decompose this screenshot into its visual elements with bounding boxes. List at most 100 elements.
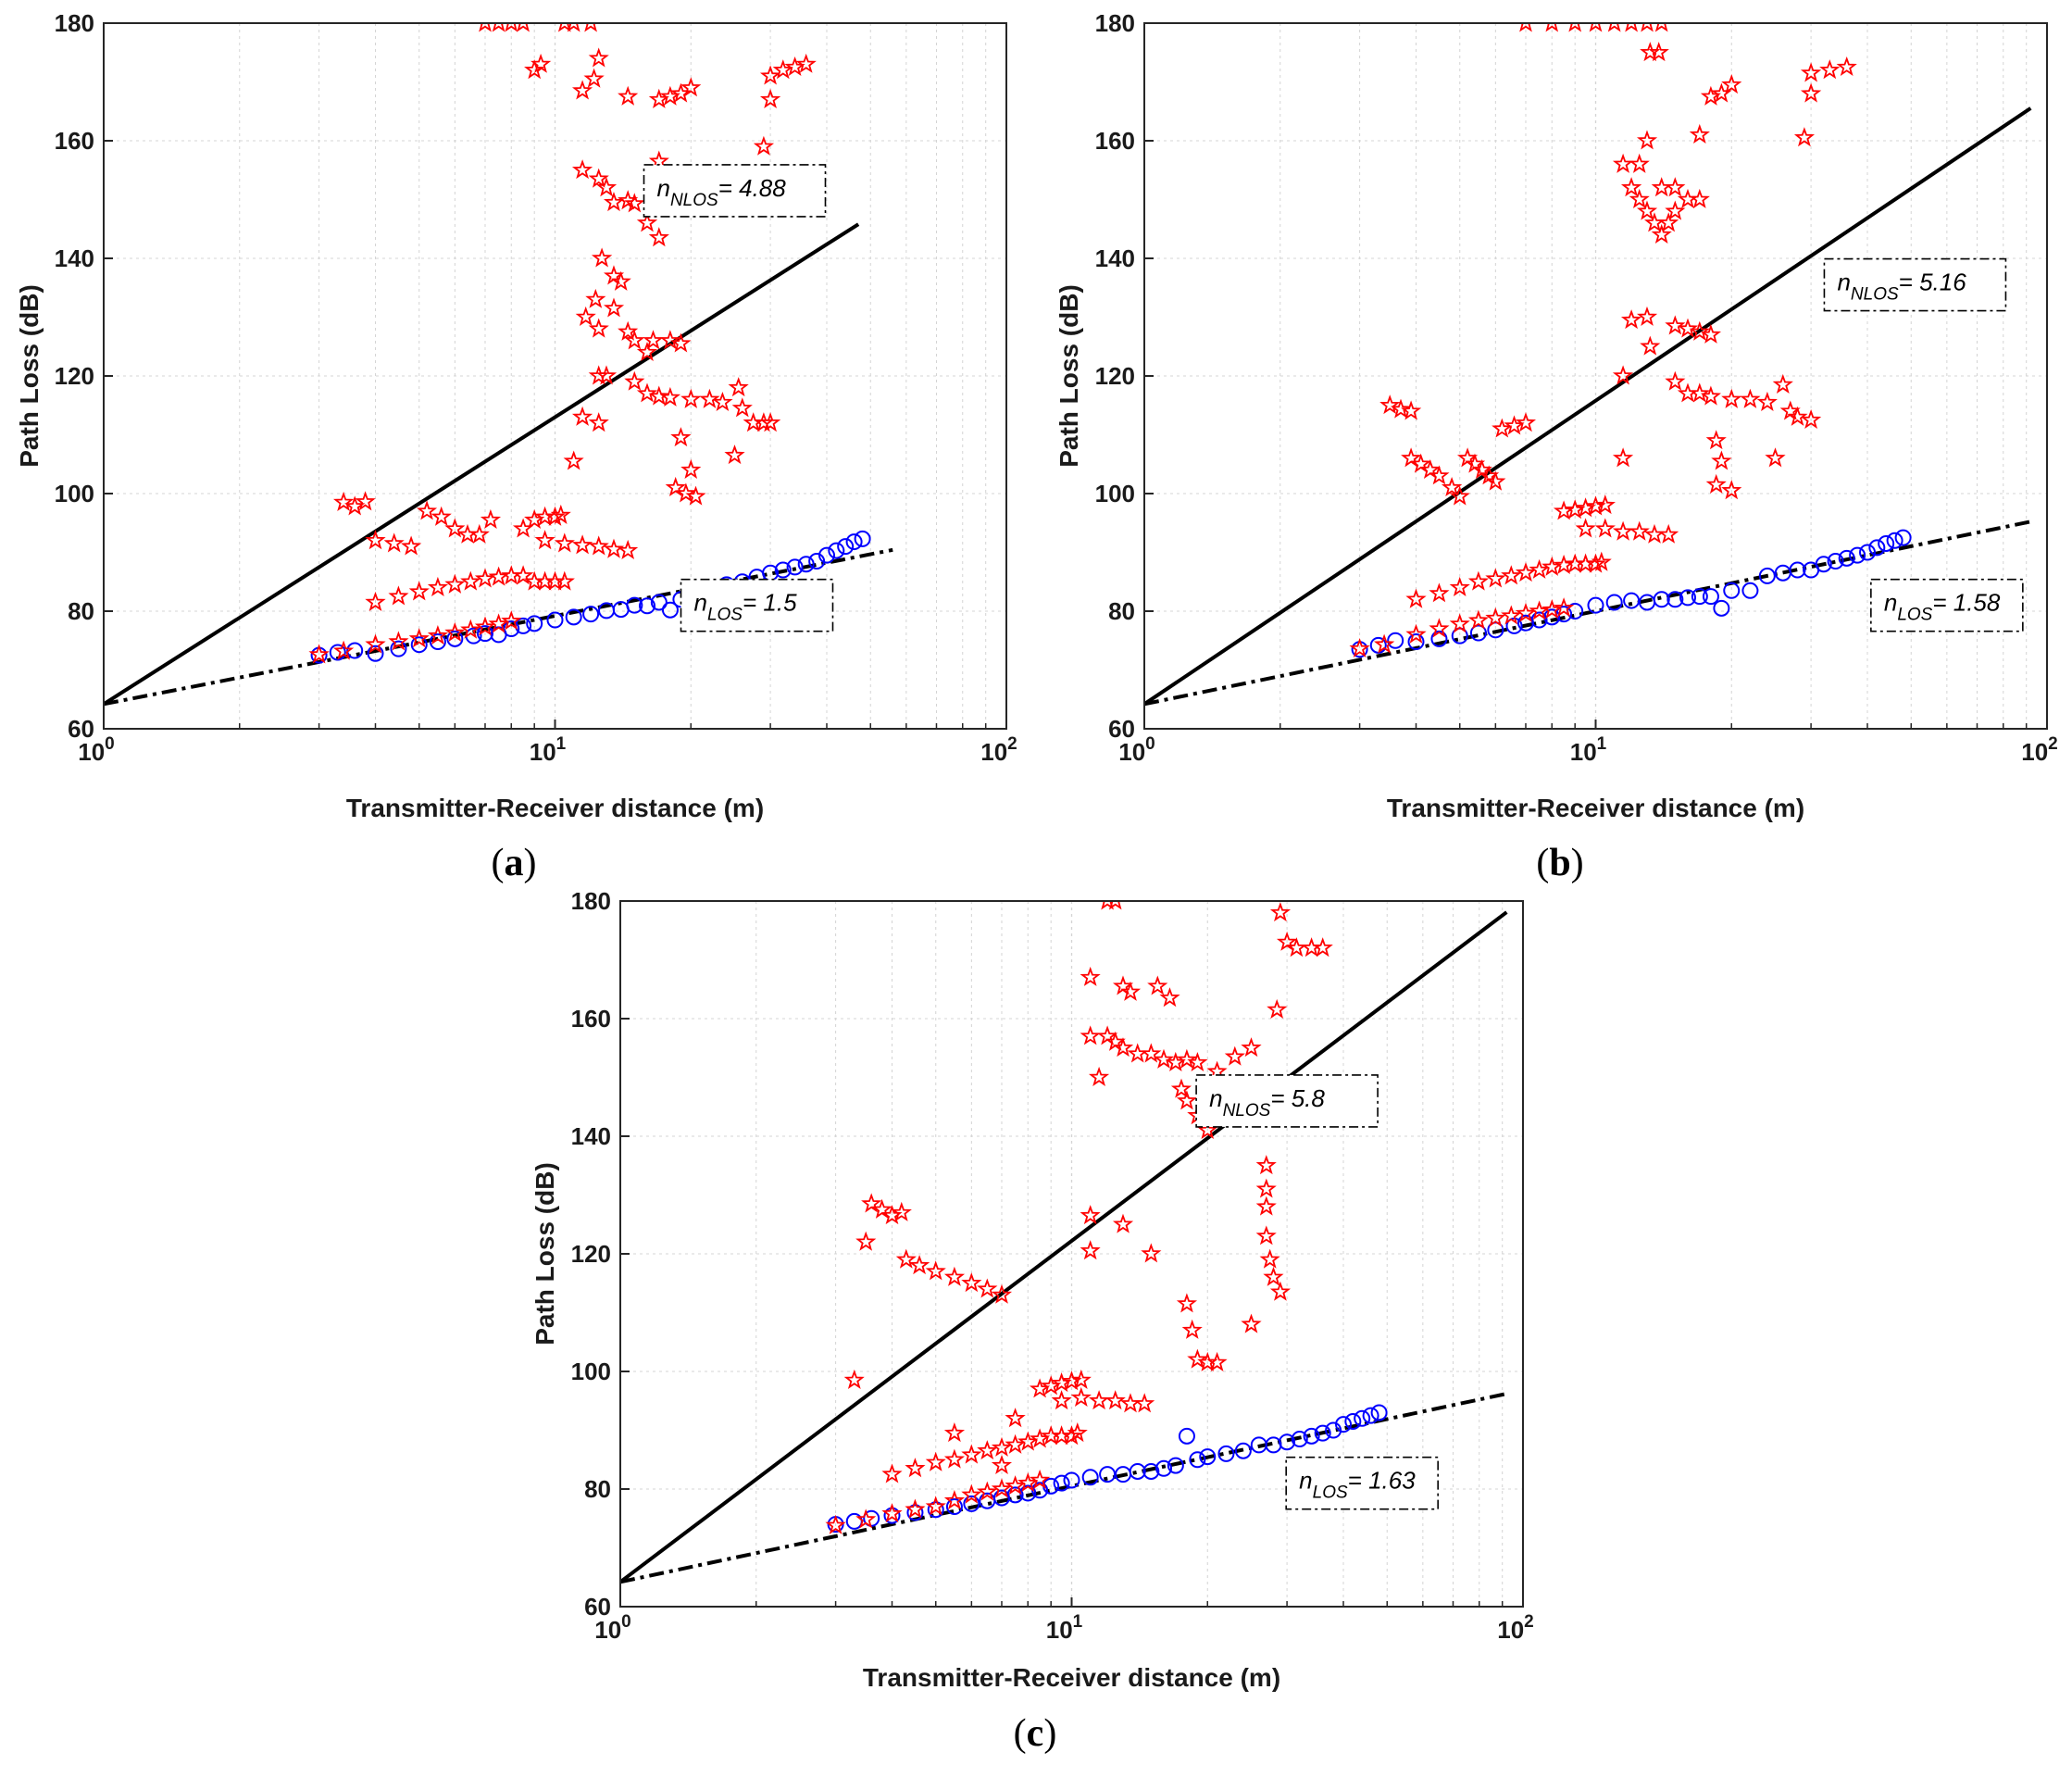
nlos-point-b	[1485, 568, 1506, 588]
nlos-point-a	[712, 391, 733, 412]
nlos-point-c	[961, 1272, 982, 1293]
nlos-point-a	[468, 523, 490, 544]
los-point-c	[1006, 1486, 1024, 1504]
nlos-point-b	[1589, 23, 1603, 32]
nlos-point-b	[1553, 597, 1575, 618]
markers-c	[825, 901, 1388, 1534]
nlos-point-c	[925, 1496, 946, 1516]
nlos-point-b	[1721, 74, 1742, 94]
nlos-point-c	[891, 1201, 912, 1221]
nlos-point-a	[460, 619, 481, 639]
los-point-b	[1815, 556, 1832, 573]
nlos-point-b	[1519, 23, 1532, 32]
nlos-point-b	[1594, 494, 1616, 515]
nlos-point-b	[1429, 465, 1450, 485]
nlos-point-b	[1800, 62, 1822, 82]
nlos-point-b	[1401, 447, 1422, 468]
panel-letter-a: a	[505, 842, 524, 884]
nlos-point-a	[474, 616, 496, 636]
nlos-point-a	[753, 135, 775, 156]
los-point-b	[1758, 567, 1776, 584]
nlos-point-c	[861, 1193, 882, 1213]
annotation-box-a	[680, 578, 834, 632]
nlos-point-a	[595, 365, 618, 385]
nlos-point-c	[1080, 1025, 1101, 1045]
y-tick-label-c: 140	[571, 1122, 611, 1150]
nlos-point-c	[977, 1278, 998, 1298]
nlos-point-c	[895, 1248, 917, 1269]
los-point-c	[1354, 1409, 1371, 1427]
nlos-point-a	[557, 23, 571, 32]
nlos-point-c	[871, 1198, 892, 1219]
los-point-b	[1530, 611, 1548, 629]
nlos-point-a	[480, 508, 502, 530]
nlos-point-b	[1641, 23, 1654, 32]
y-tick-label-c: 180	[571, 887, 611, 915]
nlos-point-b	[1665, 200, 1686, 220]
nlos-point-a	[588, 47, 609, 68]
los-point-c	[1335, 1416, 1353, 1433]
nlos-point-a	[332, 491, 355, 511]
x-tick-label-a: 100	[78, 734, 115, 766]
nlos-point-a	[444, 518, 466, 538]
nlos-point-a	[571, 80, 593, 100]
y-tick-label-c: 120	[571, 1240, 611, 1268]
y-tick-label-c: 60	[584, 1593, 611, 1621]
fit-lines-a	[104, 222, 893, 707]
y-axis-label-c: Path Loss (dB)	[530, 1162, 559, 1346]
los-point-c	[1167, 1457, 1184, 1474]
los-point-b	[1623, 592, 1641, 609]
nlos-point-c	[1067, 1422, 1088, 1443]
y-tick-label-c: 100	[571, 1358, 611, 1385]
y-tick-label-b: 180	[1095, 9, 1135, 37]
y-axis-label-b: Path Loss (dB)	[1055, 284, 1083, 468]
nlos-point-b	[1800, 82, 1822, 103]
nlos-point-c	[1061, 1425, 1082, 1446]
los-point-b	[1838, 549, 1855, 567]
nlos-point-b	[1636, 130, 1658, 150]
nlos-point-b	[1665, 177, 1686, 197]
chart-panel-c: nNLOS= 5.8 nLOS= 1.63 60 80 100 120 140 160 180…	[530, 887, 1534, 1755]
nlos-point-c	[1176, 1048, 1198, 1069]
nlos-point-b	[1485, 470, 1506, 491]
nlos-point-c	[1267, 998, 1288, 1019]
nlos-point-a	[680, 77, 702, 97]
nlos-point-a	[488, 566, 509, 586]
nlos-point-a	[759, 412, 781, 432]
los-point-a	[526, 615, 543, 632]
nlos-point-a	[675, 482, 697, 503]
nlos-point-c	[977, 1440, 998, 1460]
nlos-point-b	[1449, 613, 1470, 633]
nlos-point-a	[759, 88, 781, 108]
los-point-c	[1279, 1433, 1296, 1451]
markers-b	[1349, 23, 1912, 658]
nlos-point-a	[388, 631, 409, 651]
nlos-point-b	[1485, 607, 1506, 628]
nlos-point-c	[905, 1458, 926, 1478]
nlos-point-c	[1080, 966, 1101, 986]
nlos-point-c	[925, 1451, 946, 1471]
los-point-b	[1387, 632, 1404, 649]
nlos-point-b	[1542, 556, 1563, 576]
los-point-b	[1587, 596, 1604, 614]
nlos-point-c	[1181, 1319, 1203, 1339]
panel-letter-b: b	[1549, 842, 1570, 884]
ticks-a: 60 80 100 120 140 160 180 100 101 102	[55, 9, 1017, 766]
annotation-text-a: nLOS= 1.5	[693, 589, 797, 625]
los-point-c	[1303, 1427, 1320, 1445]
nlos-point-c	[843, 1369, 865, 1389]
chart-panel-b: nNLOS= 5.16 nLOS= 1.58 60 80 100 120 140 160 18…	[1055, 9, 2058, 884]
nlos-point-b	[1401, 400, 1422, 420]
los-point-a	[854, 530, 871, 547]
y-tick-label-b: 80	[1108, 597, 1135, 625]
x-tick-label-b: 102	[2021, 734, 2058, 766]
y-tick-label-a: 180	[55, 9, 94, 37]
nlos-point-c	[991, 1283, 1013, 1304]
nlos-point-a	[584, 23, 597, 32]
y-tick-label-a: 120	[55, 362, 94, 390]
nlos-point-b	[1501, 605, 1522, 625]
nlos-point-b	[1373, 633, 1395, 654]
nlos-point-b	[1575, 497, 1596, 518]
nlos-fit-line-b	[1144, 106, 2032, 706]
nlos-point-a	[332, 640, 355, 660]
